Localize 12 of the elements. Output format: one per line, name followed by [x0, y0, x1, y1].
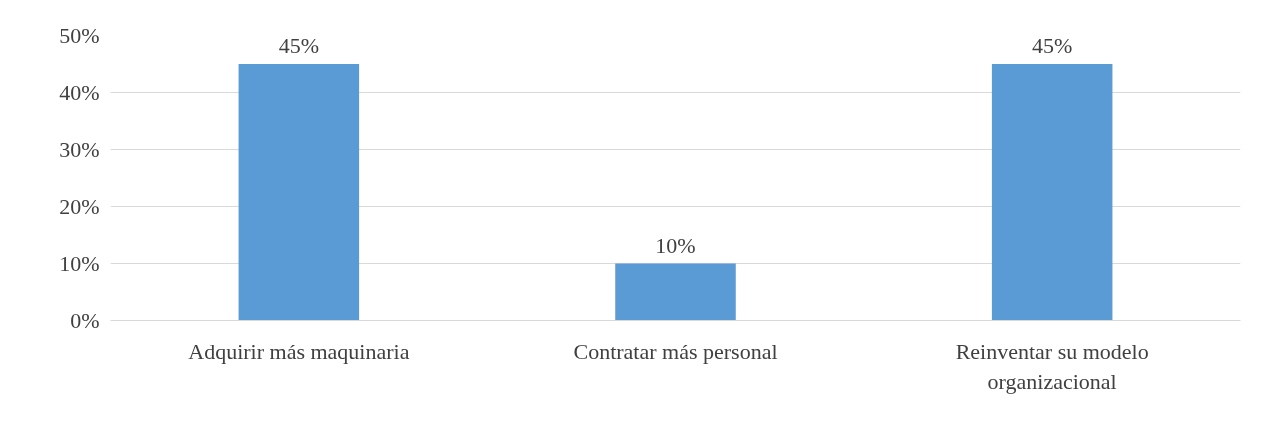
x-tick-label: Contratar más personal — [573, 338, 778, 364]
y-tick-label: 10% — [59, 251, 100, 276]
y-tick-label: 20% — [59, 194, 100, 219]
y-tick-label: 50% — [59, 23, 100, 48]
data-label: 45% — [278, 33, 319, 58]
y-tick-label: 0% — [70, 308, 100, 333]
data-label: 45% — [1032, 33, 1073, 58]
x-tick-label: Reinventar su modelo organizacional — [955, 338, 1149, 394]
data-label: 10% — [655, 232, 696, 258]
y-tick-label: 30% — [59, 137, 100, 162]
x-tick-label: Adquirir más maquinaria — [188, 338, 410, 364]
y-tick-label: 40% — [59, 80, 100, 105]
